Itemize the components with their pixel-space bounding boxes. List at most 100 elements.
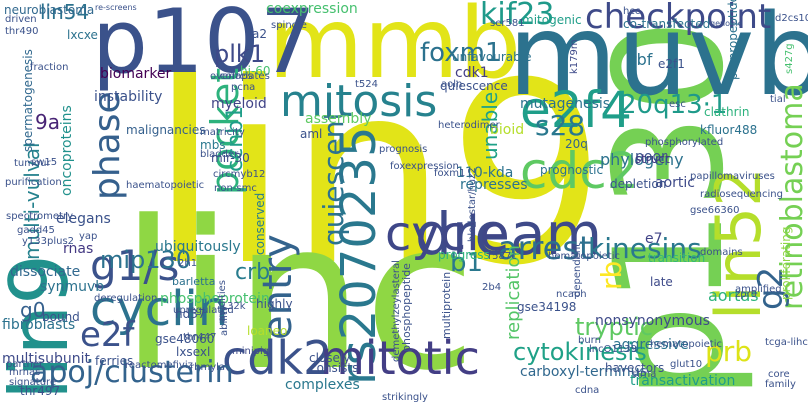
- word-tryptic: tryptic: [575, 313, 653, 341]
- word-phase: phase: [87, 91, 128, 200]
- word-partner: partner: [6, 359, 44, 370]
- word-gadd45: gadd45: [17, 225, 55, 236]
- word-dream: dream: [415, 200, 603, 268]
- word-pcna: pcna: [231, 82, 256, 93]
- word-phosphoprotein: phosphoprotein: [160, 291, 270, 307]
- word-p107: p107: [92, 0, 316, 93]
- word-highly: highly: [256, 297, 293, 311]
- word-cycle: cycle: [385, 206, 510, 262]
- word-ferries: ferries: [95, 354, 134, 368]
- word-mir-30: mir-30: [211, 151, 250, 165]
- word-hcc: hcc: [623, 6, 641, 17]
- word-phosphopeptide: phosphopeptide: [400, 263, 413, 352]
- word-thr497: thr497: [20, 384, 61, 398]
- word-depletion: depletion: [610, 177, 667, 191]
- word-bladder: bladder: [200, 149, 239, 160]
- word-circmyb12: circmyb12: [213, 169, 266, 180]
- word-hlodestar-huz2: hlodestar/huz2: [467, 167, 478, 242]
- word-amplified: amplified: [735, 284, 782, 295]
- word-muvb: muvb: [508, 0, 808, 121]
- word-quiescent: quiescent: [317, 109, 350, 246]
- word-k179m: k179m: [569, 39, 580, 74]
- word-haematopoietic: haematopoietic: [126, 180, 205, 191]
- word-esc: esc: [669, 99, 686, 110]
- word-spindle: spindle: [271, 20, 307, 31]
- word-synmuvb: synmuvb: [40, 279, 105, 295]
- word-spectrometry: spectrometry: [6, 211, 73, 222]
- word-9a: 9a: [35, 110, 60, 134]
- word-carboxyl-terminus: carboxyl-terminus: [520, 364, 647, 380]
- word-hematopoietic: hematopoietic: [650, 339, 722, 350]
- word-overlaps: overlaps: [210, 71, 253, 82]
- word-late: late: [650, 275, 673, 289]
- word-aoln: aoln: [441, 79, 463, 90]
- word-fraction: fraction: [30, 62, 69, 73]
- word-matricity: matricity: [200, 127, 245, 138]
- word-sw15: sw15: [31, 157, 58, 168]
- word-thr490: thr490: [5, 26, 39, 37]
- word-tcga-lihc: tcga-lihc: [765, 337, 808, 348]
- word-correlates: correlates: [220, 71, 270, 82]
- word-e2f4: e2f4: [520, 81, 632, 139]
- word-nonsynonymous: nonsynonymous: [595, 313, 710, 329]
- word-gse48060: gse48060: [155, 332, 215, 346]
- word-t524: t524: [355, 79, 379, 90]
- word-struct: struct: [635, 152, 670, 166]
- word-d2cs107: d2cs107: [775, 13, 808, 24]
- word-dissociate: dissociate: [10, 264, 81, 280]
- word-a2: a2: [252, 27, 267, 41]
- word-b1: b1: [450, 248, 484, 278]
- word-foxexpression: foxexpression: [390, 161, 459, 172]
- word-aml: aml: [300, 127, 323, 141]
- word-cdk2: cdk2: [222, 331, 333, 385]
- word-burn: burn: [578, 335, 601, 346]
- word-transition: transition: [648, 251, 706, 265]
- word-malignancies: malignancies: [126, 123, 206, 137]
- word-e2f1: e2f1: [658, 57, 685, 71]
- word-mmb: mmb: [268, 0, 522, 101]
- word-rnas: rnas: [63, 241, 94, 257]
- word-prb: prb: [705, 335, 753, 368]
- word-driven: driven: [5, 14, 37, 25]
- word-prognosis: prognosis: [379, 144, 428, 155]
- word-strikingly: strikingly: [382, 392, 428, 403]
- word-lnco1139: lncO1139: [589, 344, 637, 355]
- word-assembly: assembly: [305, 111, 372, 127]
- word-loaneo: loaneo: [247, 324, 288, 338]
- word-signature: signature: [9, 377, 57, 388]
- word-cdc2: cdc2: [520, 142, 639, 200]
- word-mutagenesis: mutagenesis: [520, 96, 611, 112]
- word-coexpression: coexpression: [266, 1, 358, 17]
- word-consists: consists: [310, 361, 359, 375]
- word-mitotic: mitotic: [320, 331, 480, 385]
- word-tumour: tumour: [14, 158, 51, 169]
- word-proliferating: proliferating: [779, 226, 793, 300]
- word-ser581: ser581: [490, 18, 525, 29]
- word-y133plus2: y133plus2: [22, 236, 75, 247]
- word-checkpoint: checkpoint: [585, 0, 772, 37]
- word-co-transfected: co-transfected: [623, 17, 711, 31]
- word-unfavourable: unfavourable: [452, 50, 532, 64]
- word-closely: closely: [309, 351, 351, 365]
- word-gse66360: gse66360: [690, 205, 740, 216]
- word-genome: genome: [710, 19, 743, 28]
- word-represses: represses: [460, 177, 528, 193]
- word-family: family: [765, 379, 796, 390]
- word-cytokinesis: cytokinesis: [513, 338, 647, 366]
- word-fibroblasts: fibroblasts: [2, 317, 76, 333]
- word-hi-60: hi-60: [240, 64, 271, 78]
- word-20q13-1: 20q13·1: [620, 90, 728, 120]
- word-neuroblastoma: neuroblastoma: [4, 3, 95, 17]
- word-e2f: e2f: [80, 315, 135, 355]
- word-sirna: sirna: [632, 369, 657, 380]
- word-complexes: complexes: [285, 377, 360, 393]
- word-cdna: cdna: [575, 385, 600, 396]
- word-prepropeptide: prepropeptide: [726, 0, 740, 80]
- word-upregulated: upregulated: [173, 305, 234, 316]
- word-heterodimer: heterodimer: [438, 120, 500, 131]
- word-kfluor488: kfluor488: [700, 123, 758, 137]
- word-aggressive: aggressive: [613, 337, 689, 353]
- word-prognostic: prognostic: [540, 163, 604, 177]
- word-elegans: elegans: [56, 211, 111, 227]
